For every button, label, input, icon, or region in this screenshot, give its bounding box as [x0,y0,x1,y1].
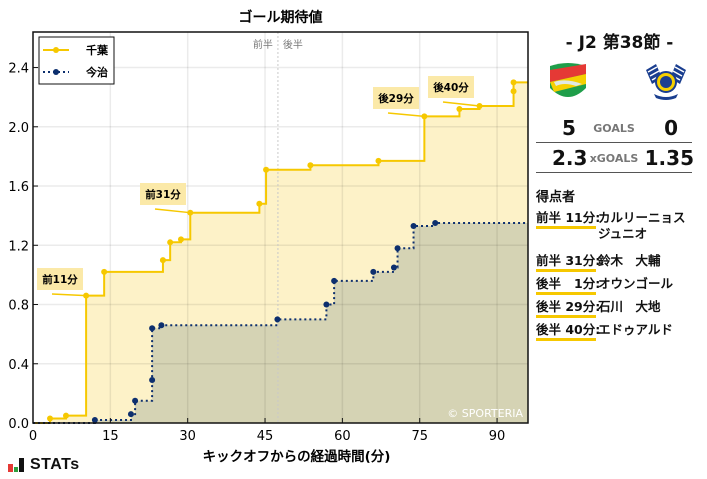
goal-annotation-box [37,268,83,290]
home-goals: 5 [562,116,576,140]
y-tick-label: 1.2 [8,239,29,254]
goals-row: 5 GOALS 0 [536,116,692,143]
goal-annotation-pointer [154,208,191,214]
home-xg-point [177,236,184,243]
stats-logo: STATs [8,456,80,474]
y-tick-label: 0.4 [8,358,29,373]
home-xg-point [47,415,54,422]
away-xg-point [323,301,330,308]
home-xg-point [510,79,517,86]
away-xg: 1.35 [644,146,694,170]
home-xg-line [33,81,528,424]
away-goals: 0 [664,116,678,140]
away-xg-point [370,268,377,275]
scorer-item: 後半 1分:オウンゴール [536,276,673,295]
goal-annotation-pointer [442,101,480,107]
first-half-label: 前半 [253,38,273,51]
x-tick-label: 75 [411,429,428,444]
round-label: - J2 第38節 - [565,33,674,53]
away-xg-area [33,223,528,423]
goal-annotation-box [140,183,186,205]
scorer-name: エドゥアルド [598,322,673,337]
home-xg-point [167,239,174,246]
watermark: © SPORTERIA [447,407,523,420]
y-tick-label: 1.6 [8,180,29,195]
stats-logo-text: STATs [30,456,80,473]
away-xg-point [390,264,397,271]
scorer-name: 鈴木 大輔 [598,253,661,268]
away-xg-point [127,411,134,418]
scorer-name-line2: ジュニオ [598,226,648,241]
home-xg-point [256,200,263,207]
home-xg-point [159,257,166,264]
x-tick-label: 15 [102,429,119,444]
goal-annotation-box [428,76,474,98]
home-xg-point [307,162,314,169]
home-team-crest-icon [550,63,586,97]
home-xg-point [263,166,270,173]
y-tick-label: 2.4 [8,62,29,77]
x-tick-label: 45 [257,429,274,444]
away-xg-point [149,377,156,384]
scorer-item: 前半 11分:カルリーニョス ジュニオ [536,210,686,242]
x-tick-label: 30 [179,429,196,444]
scorer-item: 前半 31分:鈴木 大輔 [536,253,661,272]
home-xg-point [63,412,69,419]
plot-frame [32,31,529,424]
legend-away-label: 今治 [85,65,108,79]
away-xg-point [331,277,338,284]
scorer-name: 石川 大地 [598,299,661,314]
y-tick-label: 0.8 [8,299,29,314]
goal-annotation-label: 前31分 [145,188,181,201]
goal-annotation-box [373,87,419,109]
scorer-time: 前半 11分: [536,210,600,229]
xgoals-row: 2.3 xGOALS 1.35 [536,146,694,173]
scorer-time: 後半 40分: [536,322,600,341]
legend-away-marker [53,69,59,75]
y-tick-label: 2.0 [8,121,29,136]
scorer-time: 後半 1分: [536,276,600,295]
goal-annotation-pointer [51,293,87,297]
x-axis-label: キックオフからの経過時間(分) [203,448,391,465]
legend-home-marker [53,47,59,53]
home-xg-point [456,106,463,113]
scorer-time: 前半 31分: [536,253,600,272]
home-xg-point [375,157,382,164]
away-xg-point [432,220,439,227]
scorer-item: 後半 29分:石川 大地 [536,299,661,318]
away-xg-point [410,223,417,230]
scorer-item: 後半 40分:エドゥアルド [536,322,673,341]
away-xg-point [394,245,401,252]
away-xg-point [158,322,165,329]
away-xg-point [91,417,98,424]
scorer-name: カルリーニョス [598,210,686,225]
y-tick-label: 0.0 [8,417,29,432]
goal-annotation-label: 前11分 [42,273,78,286]
x-tick-label: 0 [29,429,37,444]
away-xg-point [132,397,139,404]
xgoals-label: xGOALS [589,152,639,165]
scorer-time: 後半 29分: [536,299,600,318]
chart-title: ゴール期待値 [239,9,323,26]
scorers-title: 得点者 [536,190,576,205]
x-tick-label: 90 [489,429,506,444]
goal-annotation-pointer [387,112,425,118]
home-xg: 2.3 [552,146,588,170]
legend-home-label: 千葉 [86,43,109,57]
home-xg-point [101,268,108,275]
legend-box [38,36,115,85]
away-xg-point [274,316,281,323]
goal-annotation-label: 後29分 [377,92,414,105]
scorer-name: オウンゴール [598,276,674,291]
x-tick-label: 60 [334,429,351,444]
stats-bars-icon [8,458,24,472]
away-team-crest-icon [646,64,686,100]
home-xg-point [510,88,517,95]
second-half-label: 後半 [283,38,303,51]
goal-annotation-label: 後40分 [432,81,469,94]
goals-label: GOALS [593,122,635,135]
away-xg-point [149,325,156,332]
